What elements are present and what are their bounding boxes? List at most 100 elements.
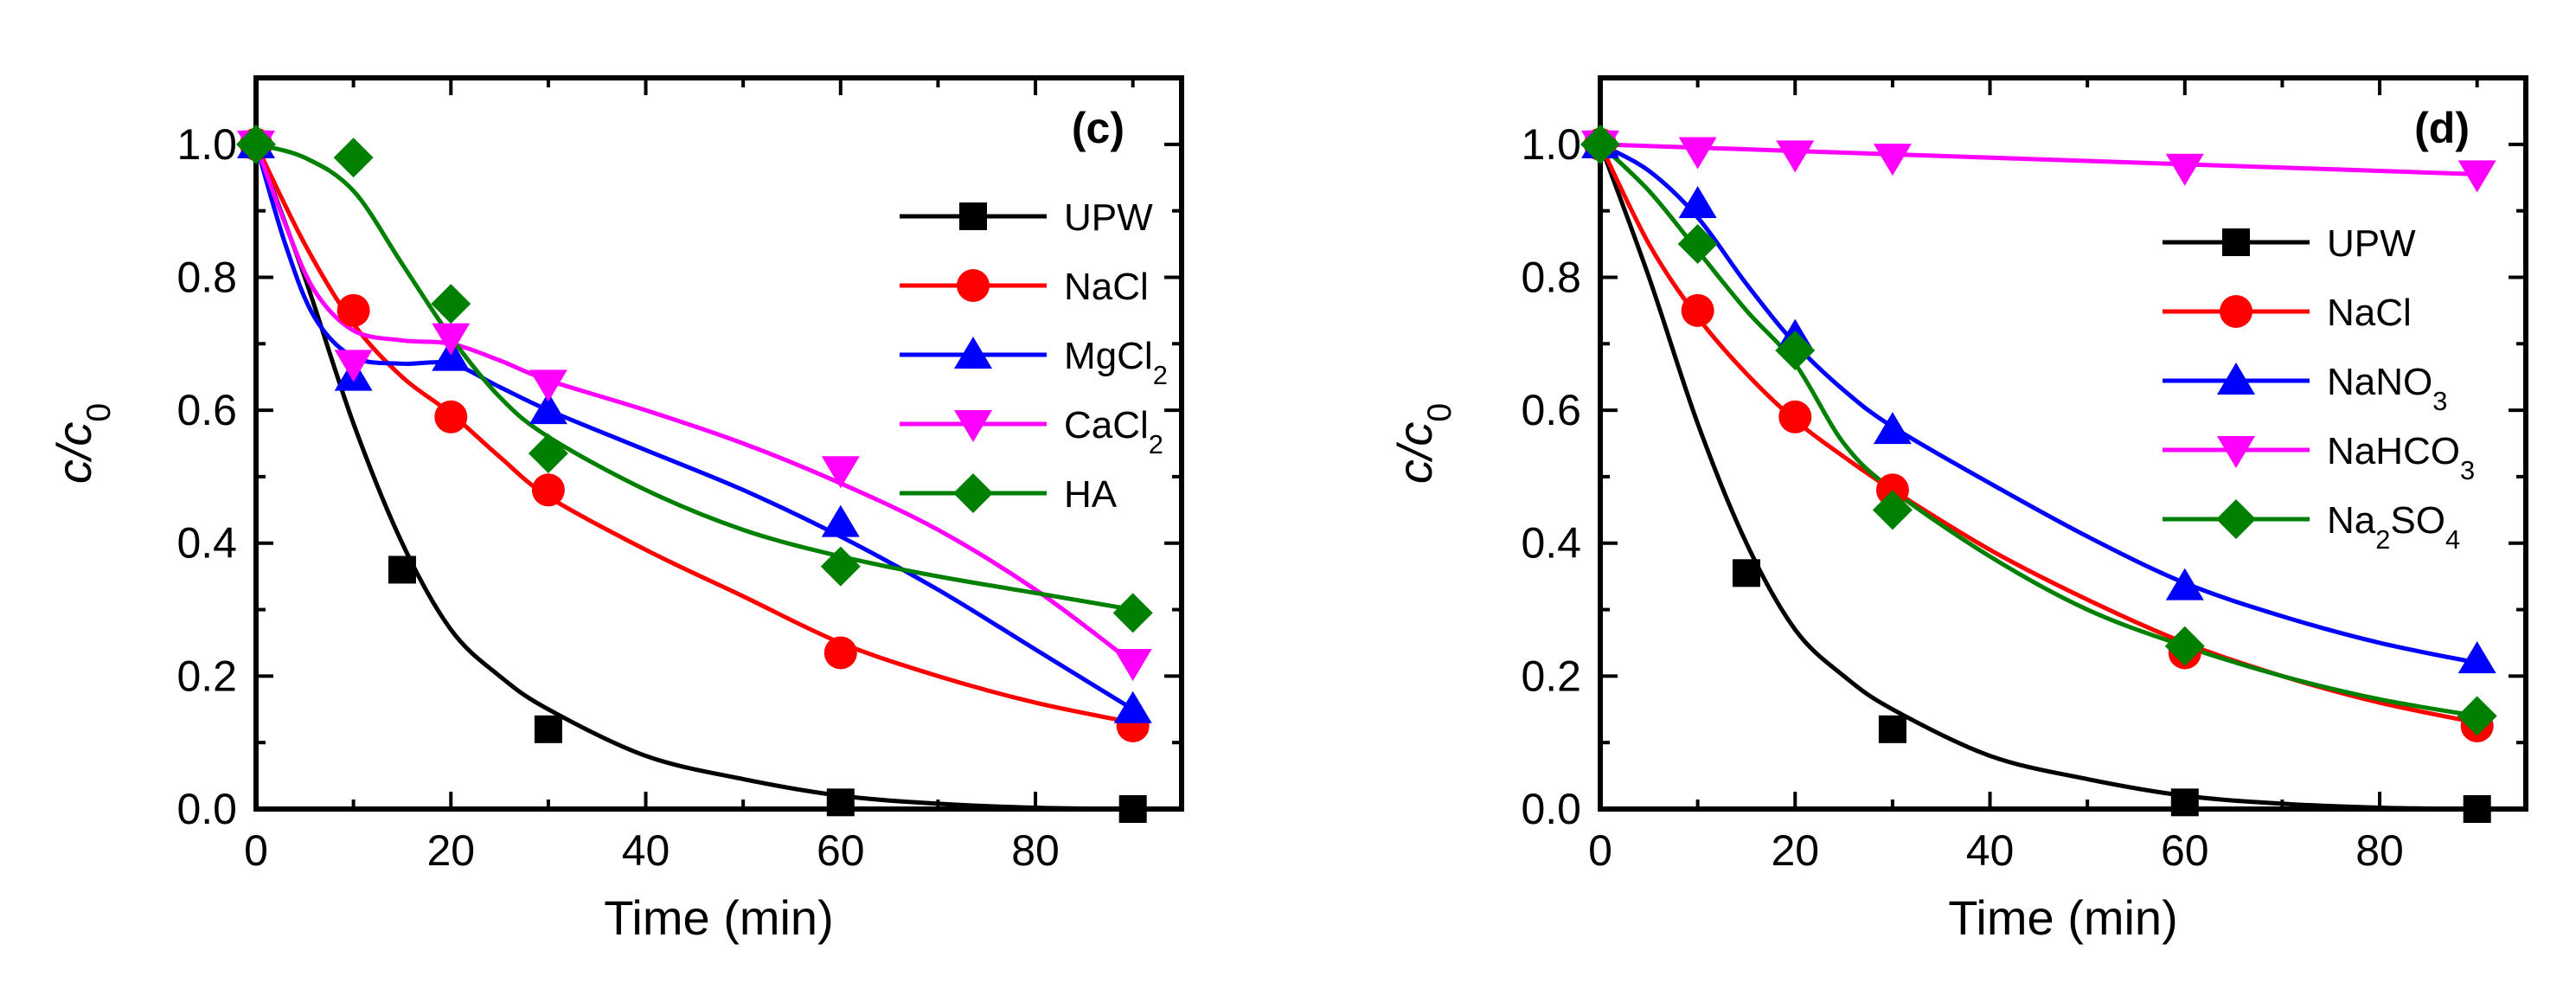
legend-marker	[2222, 228, 2250, 256]
data-point-na	[1677, 224, 1718, 265]
x-tick-label: 20	[426, 826, 475, 875]
data-point-cacl	[1113, 649, 1152, 681]
data-point-nacl	[1778, 400, 1812, 433]
x-tick-label: 20	[1771, 826, 1819, 875]
data-point-cacl	[432, 323, 471, 356]
data-point-ha	[236, 124, 276, 164]
data-point-upw	[826, 788, 855, 817]
data-point-upw	[1878, 715, 1906, 743]
panel-d: 0 20 40 60 80 0.0 0.2 0.4 0.6 0.8 1.0 Time (min) c/c…	[1387, 75, 2528, 945]
data-point-ha	[528, 433, 568, 474]
legend-marker	[959, 202, 987, 230]
data-point-upw	[534, 715, 562, 743]
y-axis-title: c/c0	[47, 403, 118, 484]
data-point-nano	[2165, 568, 2204, 600]
x-tick-label: 60	[2161, 826, 2209, 875]
data-point-mgcl	[1113, 690, 1152, 723]
data-point-nano	[2457, 641, 2496, 674]
x-tick-label: 40	[622, 826, 670, 875]
legend-marker	[954, 410, 992, 442]
y-tick-label: 0.2	[176, 652, 237, 700]
x-tick-label: 0	[244, 826, 268, 875]
data-point-na	[2164, 626, 2205, 666]
legend-label: MgCl2	[1064, 335, 1168, 390]
panel-label: (d)	[2414, 104, 2470, 152]
plot-frame	[253, 75, 1184, 812]
data-point-cacl	[529, 369, 567, 402]
legend-label: HA	[1064, 473, 1118, 516]
fit-curve-upw	[1598, 143, 2477, 812]
y-tick-label: 0.8	[176, 253, 237, 301]
y-tick-label: 0.6	[176, 386, 237, 434]
data-point-ha	[333, 138, 374, 178]
fit-curve-nahco	[1599, 142, 2477, 177]
panel-label: (c)	[1072, 104, 1125, 152]
data-point-nano	[1873, 412, 1912, 445]
legend-label: NaHCO3	[2327, 430, 2475, 485]
legend-label: NaCl	[1064, 266, 1149, 308]
data-point-nacl	[531, 473, 565, 507]
data-point-cacl	[334, 350, 373, 382]
legend-marker	[2216, 499, 2256, 539]
legend-label: UPW	[1064, 196, 1153, 239]
fit-curve-ha	[255, 142, 1134, 613]
data-point-ha	[431, 284, 471, 324]
data-point-nahco	[2457, 160, 2496, 193]
x-axis-title: Time (min)	[604, 890, 833, 945]
x-tick-label: 60	[817, 826, 865, 875]
fit-curve-nacl	[253, 143, 1134, 725]
plot-frame	[1598, 75, 2528, 812]
data-point-nacl	[336, 293, 370, 327]
y-tick-label: 1.0	[1521, 120, 1581, 169]
legend-label: Na2SO4	[2327, 499, 2460, 555]
legend-marker	[954, 337, 992, 369]
x-tick-label: 80	[1011, 826, 1060, 875]
data-point-upw	[1732, 559, 1760, 588]
data-point-na	[1775, 330, 1816, 370]
data-point-nacl	[823, 636, 857, 670]
data-point-cacl	[821, 456, 860, 489]
x-tick-label: 40	[1966, 826, 2015, 875]
data-point-na	[2457, 696, 2497, 736]
data-point-na	[1580, 124, 1620, 164]
y-tick-label: 0.0	[1521, 785, 1581, 833]
data-point-upw	[2170, 788, 2199, 817]
data-point-nahco	[1678, 137, 1717, 170]
y-tick-label: 1.0	[176, 120, 237, 169]
y-tick-label: 0.2	[1521, 652, 1581, 700]
data-point-nacl	[434, 400, 468, 433]
data-point-upw	[388, 556, 416, 584]
legend-label: NaCl	[2327, 292, 2412, 334]
legend-label: NaNO3	[2327, 361, 2447, 416]
legend-label: UPW	[2327, 222, 2416, 265]
data-point-nacl	[1875, 473, 1909, 507]
data-point-nahco	[2165, 153, 2204, 186]
fit-curve-nano	[1599, 142, 2478, 665]
data-point-nacl	[1681, 293, 1714, 327]
x-axis-title: Time (min)	[1948, 890, 2177, 945]
x-tick-label: 80	[2355, 826, 2404, 875]
data-point-upw	[1118, 795, 1147, 823]
data-point-nahco	[1873, 144, 1912, 177]
y-tick-label: 0.6	[1521, 386, 1581, 434]
data-point-upw	[2463, 795, 2491, 823]
data-point-mgcl	[529, 392, 567, 425]
data-point-mgcl	[821, 504, 860, 537]
legend-marker	[953, 473, 993, 513]
fit-curve-mgcl	[253, 144, 1134, 711]
legend-marker	[2217, 363, 2255, 395]
data-point-nahco	[1776, 140, 1815, 173]
data-point-na	[1872, 490, 1913, 530]
legend-marker	[957, 269, 990, 302]
legend-label: CaCl2	[1064, 404, 1163, 459]
y-axis-title: c/c0	[1387, 403, 1458, 484]
y-tick-label: 0.4	[1521, 519, 1581, 568]
data-point-nano	[1678, 185, 1717, 218]
legend-marker	[2220, 295, 2252, 328]
y-tick-label: 0.4	[176, 519, 237, 568]
fit-curve-cacl	[253, 143, 1135, 665]
data-point-ha	[820, 546, 861, 587]
y-tick-label: 0.8	[1521, 253, 1581, 301]
legend-marker	[2217, 436, 2255, 468]
